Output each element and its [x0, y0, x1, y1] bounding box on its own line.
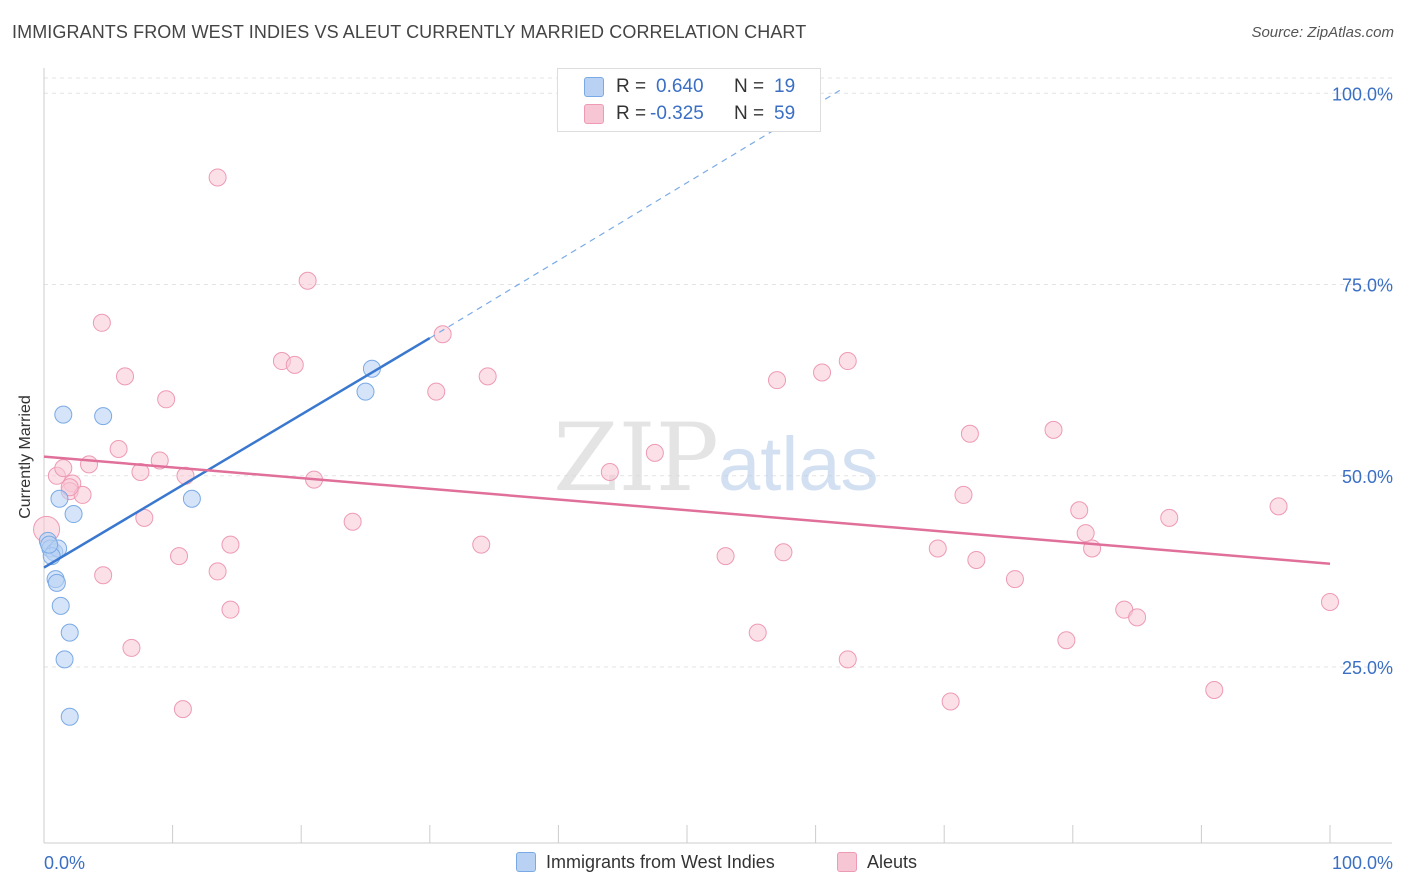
aleuts-point: [173, 700, 192, 719]
legend-r-label: R =: [616, 103, 647, 124]
legend-swatch-blue: [516, 852, 536, 872]
legend-r-value: 0.640: [656, 76, 704, 97]
aleuts-point: [1205, 681, 1224, 699]
legend-n-label: N =: [734, 76, 765, 97]
aleuts-point: [928, 539, 947, 558]
watermark-atlas: atlas: [718, 422, 879, 507]
y-tick-label: 50.0%: [1342, 467, 1393, 487]
aleuts-point: [80, 455, 99, 474]
aleuts-point: [54, 459, 73, 478]
aleuts-point: [813, 363, 832, 382]
legend-r-label: R =: [616, 76, 647, 97]
aleuts-point: [960, 424, 979, 443]
aleuts-point: [157, 390, 176, 409]
aleuts-point: [109, 440, 128, 459]
aleuts-point: [472, 535, 491, 554]
aleuts-point: [1160, 508, 1179, 527]
aleuts-points: [33, 168, 1339, 719]
legend-series-name: Immigrants from West Indies: [546, 852, 775, 872]
y-axis-label: Currently Married: [17, 395, 34, 519]
aleuts-point: [774, 543, 793, 562]
west-indies-point: [55, 650, 74, 669]
aleuts-point: [645, 443, 664, 462]
legend-item-west-indies: Immigrants from West Indies: [516, 852, 775, 873]
aleuts-point: [298, 271, 317, 290]
west-indies-points: [38, 359, 381, 726]
aleuts-point: [92, 313, 111, 332]
legend-series-name: Aleuts: [867, 852, 918, 872]
aleuts-point: [967, 550, 986, 569]
grid-lines: [44, 77, 1392, 668]
west-indies-point: [356, 382, 375, 401]
watermark: ZIP atlas: [553, 404, 878, 513]
x-tick-label-min: 0.0%: [44, 853, 85, 873]
aleuts-point: [1269, 497, 1288, 516]
aleuts-point: [716, 547, 735, 566]
aleuts-point: [221, 535, 240, 554]
west-indies-point: [50, 489, 69, 508]
source-credit: Source: ZipAtlas.com: [1251, 24, 1394, 41]
aleuts-point: [60, 478, 79, 497]
aleuts-point: [1321, 593, 1339, 612]
legend-n-value: 19: [774, 76, 796, 97]
aleuts-point: [941, 692, 960, 711]
aleuts-point: [838, 352, 857, 371]
y-tick-label: 100.0%: [1332, 84, 1393, 104]
aleuts-point: [954, 485, 973, 504]
aleuts-point: [748, 623, 767, 642]
legend-n-value: 59: [774, 103, 796, 124]
legend-item-aleuts: Aleuts: [837, 852, 917, 873]
legend-swatch-pink: [837, 852, 857, 872]
aleuts-point: [838, 650, 857, 669]
aleuts-point: [343, 512, 362, 531]
x-tick-label-max: 100.0%: [1332, 853, 1393, 873]
tick-labels: 25.0% 50.0% 75.0% 100.0% 0.0% 100.0%: [44, 84, 1393, 873]
west-indies-point: [94, 407, 113, 426]
aleuts-point: [478, 367, 497, 386]
series-legend: Immigrants from West Indies Aleuts: [0, 852, 1406, 878]
west-indies-point: [182, 489, 201, 508]
west-indies-point: [60, 707, 79, 726]
correlation-legend: R = 0.640 N = 19 R = -0.325 N = 59: [557, 68, 821, 132]
aleuts-point: [1070, 501, 1089, 520]
west-indies-point: [60, 623, 79, 642]
aleuts-trend-line: [43, 455, 1331, 566]
west-indies-trend-line: [43, 337, 431, 569]
y-tick-label: 25.0%: [1342, 658, 1393, 678]
aleuts-point: [1057, 631, 1076, 650]
aleuts-point: [208, 562, 227, 581]
legend-n-label: N =: [734, 103, 765, 124]
chart-title: IMMIGRANTS FROM WEST INDIES VS ALEUT CUR…: [12, 22, 807, 42]
west-indies-point: [64, 505, 83, 524]
legend-swatch-pink: [584, 104, 604, 124]
legend-r-value: -0.325: [650, 103, 704, 124]
axes: [43, 68, 1392, 844]
aleuts-point: [433, 325, 452, 344]
aleuts-point: [1044, 420, 1063, 439]
aleuts-point: [1076, 524, 1095, 543]
legend-swatch-blue: [584, 77, 604, 97]
aleuts-point: [94, 566, 113, 585]
aleuts-point: [122, 638, 141, 657]
aleuts-point: [170, 547, 189, 566]
aleuts-point: [285, 355, 304, 374]
aleuts-point: [427, 382, 446, 401]
aleuts-point: [768, 371, 787, 390]
aleuts-point: [208, 168, 227, 187]
west-indies-point: [51, 596, 70, 615]
y-tick-label: 75.0%: [1342, 276, 1393, 296]
west-indies-point: [47, 573, 66, 592]
aleuts-point: [1005, 570, 1024, 589]
aleuts-point: [116, 367, 135, 386]
aleuts-point: [221, 600, 240, 619]
west-indies-point: [54, 405, 73, 424]
aleuts-point: [600, 462, 619, 481]
watermark-zip: ZIP: [553, 404, 719, 513]
west-indies-point: [40, 535, 59, 554]
aleuts-point: [1128, 608, 1147, 627]
